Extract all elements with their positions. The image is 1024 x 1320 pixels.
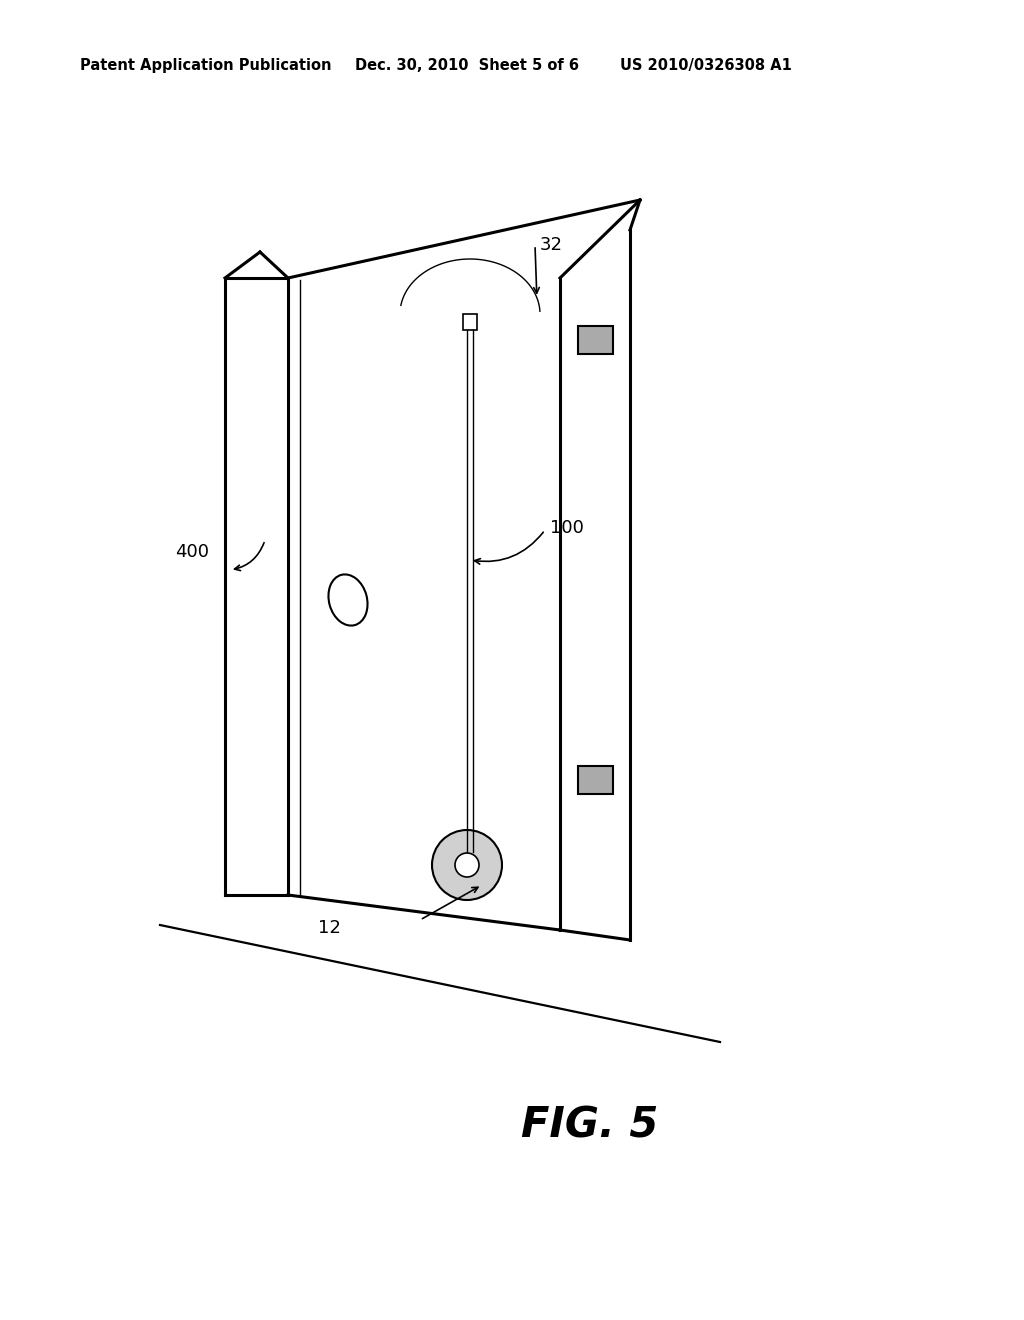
Circle shape [455, 853, 479, 876]
Text: Dec. 30, 2010  Sheet 5 of 6: Dec. 30, 2010 Sheet 5 of 6 [355, 58, 579, 73]
Text: 400: 400 [175, 543, 209, 561]
Text: 12: 12 [318, 919, 341, 937]
FancyBboxPatch shape [578, 326, 613, 354]
Text: US 2010/0326308 A1: US 2010/0326308 A1 [620, 58, 792, 73]
FancyBboxPatch shape [578, 766, 613, 795]
Bar [463, 314, 477, 330]
Ellipse shape [329, 574, 368, 626]
Text: Patent Application Publication: Patent Application Publication [80, 58, 332, 73]
Text: 100: 100 [550, 519, 584, 537]
Text: FIG. 5: FIG. 5 [521, 1105, 658, 1147]
Text: 32: 32 [540, 236, 563, 253]
Circle shape [432, 830, 502, 900]
